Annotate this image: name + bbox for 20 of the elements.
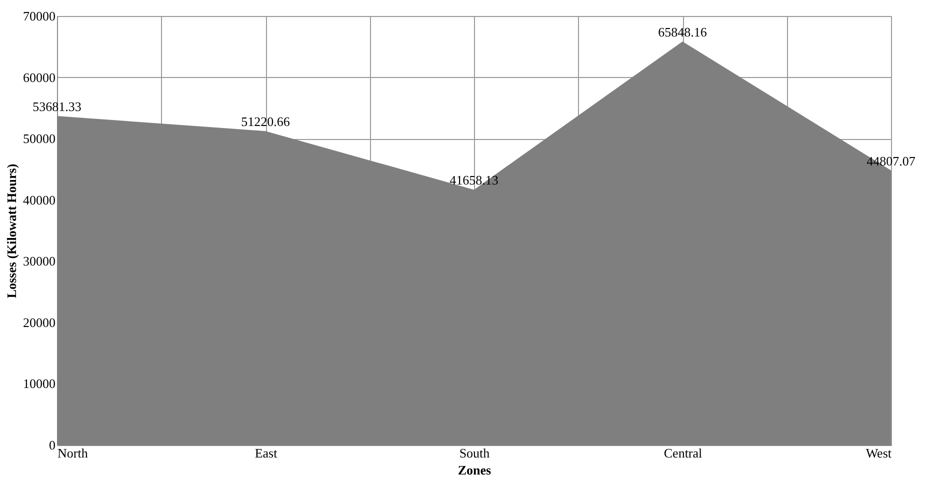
y-tick-label: 10000: [23, 376, 56, 392]
data-label: 53681.33: [32, 99, 82, 114]
x-axis-title: Zones: [458, 462, 492, 478]
y-tick-label: 60000: [23, 70, 56, 85]
y-tick-label: 50000: [23, 131, 56, 146]
data-label: 65848.16: [658, 24, 708, 40]
x-tick-label: Central: [664, 446, 703, 460]
data-label: 44807.07: [866, 153, 916, 168]
x-tick-label: East: [254, 446, 278, 460]
y-tick-label: 40000: [23, 192, 56, 208]
data-label: 51220.66: [241, 114, 290, 130]
data-label: 41658.13: [450, 172, 498, 188]
x-tick-label: North: [58, 446, 88, 460]
x-tick-label: West: [866, 446, 892, 460]
x-tick-label: South: [459, 446, 490, 460]
y-tick-label: 0: [49, 438, 56, 452]
y-tick-label: 70000: [23, 8, 56, 24]
y-tick-label: 20000: [23, 314, 56, 330]
y-tick-label: 30000: [23, 254, 56, 269]
y-axis-title: Losses (Kilowatt Hours): [4, 164, 19, 298]
